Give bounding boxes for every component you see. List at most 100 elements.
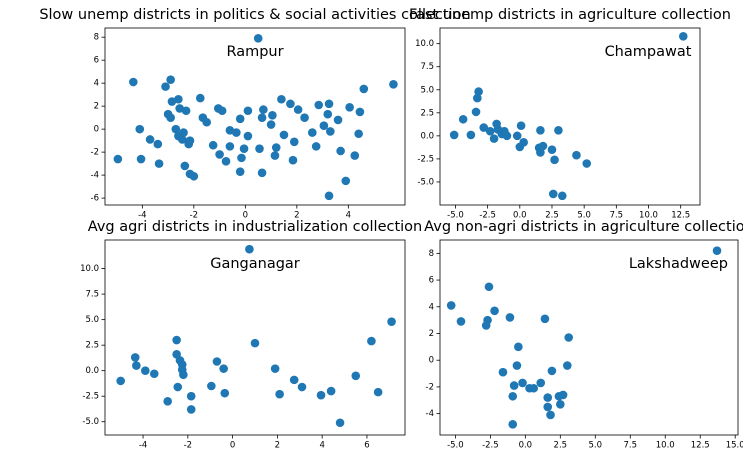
point — [153, 139, 163, 149]
point — [456, 317, 466, 326]
x-tick-label: -2.5 — [479, 211, 496, 221]
point — [387, 317, 396, 326]
x-tick-label: 5.0 — [589, 441, 603, 449]
point — [508, 391, 518, 401]
point — [557, 191, 567, 201]
point — [171, 124, 181, 134]
point — [314, 100, 324, 110]
point — [136, 154, 146, 164]
point — [177, 135, 187, 144]
y-tick-label: 8 — [429, 249, 434, 259]
point — [257, 113, 267, 122]
point — [113, 154, 123, 164]
point — [311, 142, 321, 151]
point — [135, 124, 145, 134]
x-tick-label: -4 — [138, 211, 146, 221]
annotation: Champawat — [605, 44, 692, 60]
subplot-title: Slow unemp districts in politics & socia… — [39, 7, 470, 23]
point — [563, 361, 572, 370]
point — [186, 391, 196, 401]
point — [373, 387, 383, 397]
axes-frame — [439, 27, 701, 206]
point — [345, 103, 354, 112]
point — [289, 375, 299, 385]
point — [546, 410, 555, 420]
y-tick-label: 10.0 — [415, 39, 434, 49]
point — [166, 113, 175, 122]
x-tick-label: 7.5 — [624, 441, 638, 449]
annotation: Rampur — [226, 44, 283, 60]
point — [351, 371, 361, 381]
point — [543, 393, 553, 402]
x-tick-label: -5.0 — [447, 211, 464, 221]
point — [324, 191, 334, 201]
point — [275, 389, 284, 399]
point — [253, 34, 263, 43]
point — [319, 121, 329, 130]
point — [243, 131, 253, 141]
y-tick-label: 0.0 — [85, 366, 99, 376]
x-tick-label: -4 — [139, 441, 147, 449]
point — [225, 142, 235, 151]
subplot-title: Avg non-agri districts in agriculture co… — [424, 219, 743, 235]
point — [484, 282, 494, 292]
point — [185, 136, 195, 145]
point — [154, 159, 164, 168]
point — [458, 114, 468, 124]
point — [297, 382, 307, 392]
point — [259, 105, 268, 114]
point — [161, 82, 170, 91]
y-tick-label: 2.5 — [85, 341, 99, 351]
point — [250, 338, 260, 348]
point — [279, 130, 289, 140]
point — [255, 144, 264, 153]
axes-frame — [439, 239, 739, 436]
point — [471, 107, 481, 117]
point — [129, 77, 138, 87]
y-tick-label: -4 — [91, 171, 99, 181]
y-tick-label: 6 — [94, 56, 99, 66]
x-tick-label: 15.0 — [726, 441, 743, 449]
point — [359, 84, 369, 94]
y-tick-label: 6 — [429, 276, 434, 286]
point — [180, 161, 190, 171]
y-tick-label: -2.5 — [82, 392, 99, 402]
y-tick-label: 0.0 — [420, 131, 434, 141]
x-tick-label: 0 — [230, 441, 235, 449]
y-tick-label: 8 — [94, 33, 99, 43]
point — [221, 157, 231, 166]
subplot: Avg agri districts in industrialization … — [80, 219, 422, 449]
point — [145, 135, 155, 144]
x-tick-label: 6 — [364, 441, 369, 449]
point — [270, 151, 280, 160]
x-tick-label: -5.0 — [447, 441, 464, 449]
y-tick-label: -2 — [91, 148, 99, 158]
point — [536, 126, 545, 135]
annotation: Ganganagar — [210, 256, 300, 272]
point — [582, 159, 592, 168]
point — [174, 94, 183, 104]
point — [130, 353, 140, 362]
point — [547, 145, 557, 154]
y-tick-label: -2 — [426, 382, 434, 392]
point — [324, 99, 334, 109]
point — [215, 150, 224, 159]
point — [288, 155, 298, 165]
y-tick-label: 2 — [429, 329, 434, 339]
point — [678, 31, 688, 41]
point — [367, 336, 376, 346]
point — [554, 391, 564, 401]
point — [479, 123, 489, 132]
point — [235, 114, 245, 124]
point — [485, 126, 495, 136]
y-tick-label: 5.0 — [420, 85, 434, 95]
point — [277, 94, 286, 104]
point — [712, 246, 722, 255]
point — [516, 121, 526, 131]
point — [336, 146, 345, 156]
point — [232, 128, 241, 137]
point — [202, 117, 212, 127]
point — [179, 128, 188, 137]
x-tick-label: 12.5 — [691, 441, 710, 449]
